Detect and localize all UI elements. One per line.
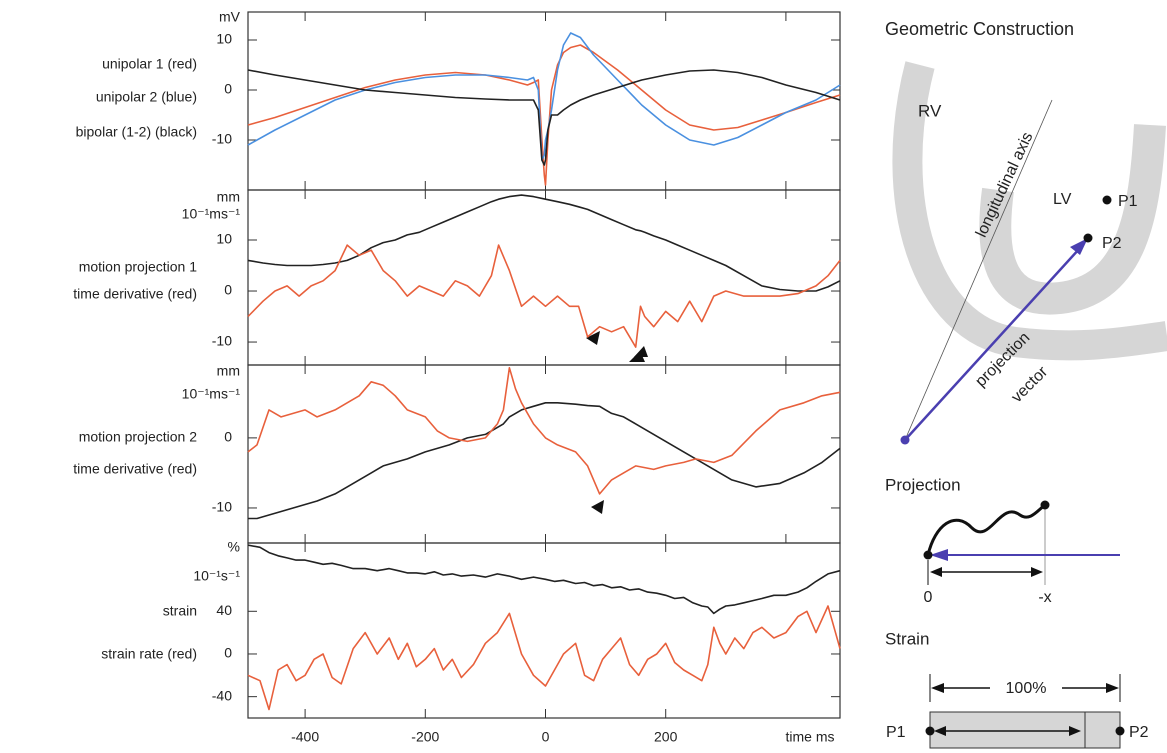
rv-label: RV xyxy=(918,101,942,120)
p1-dot xyxy=(925,726,935,736)
y-tick-label: 0 xyxy=(224,645,232,661)
y-tick-label: -10 xyxy=(212,333,232,349)
y-unit-rate: 10⁻¹ms⁻¹ xyxy=(182,206,241,222)
projection-vector xyxy=(904,247,1081,441)
geometric-diagram: Geometric Construction RV longitudinal a… xyxy=(885,19,1167,749)
series-line xyxy=(247,544,841,615)
series-name: time derivative (red) xyxy=(73,461,197,477)
annotation-arrow xyxy=(591,500,604,514)
series-line xyxy=(247,194,841,292)
arrow-head xyxy=(930,567,942,577)
series-line xyxy=(247,367,841,495)
series-line xyxy=(247,69,841,166)
series-name: unipolar 2 (blue) xyxy=(96,89,197,105)
arrow-head xyxy=(930,549,948,561)
y-unit: mV xyxy=(219,9,241,25)
series-name: time derivative (red) xyxy=(73,286,197,302)
series-name: unipolar 1 (red) xyxy=(102,56,197,72)
series-name: motion projection 2 xyxy=(79,429,198,445)
x-axis-label: time ms xyxy=(786,729,835,745)
y-tick-label: -10 xyxy=(212,499,232,515)
point-p1 xyxy=(1102,195,1112,205)
axis-line xyxy=(904,99,1053,441)
series-name: strain rate (red) xyxy=(101,646,197,662)
arrow-head xyxy=(931,683,944,693)
origin-dot xyxy=(900,435,910,445)
y-tick-label: -40 xyxy=(212,687,232,703)
start-dot xyxy=(923,550,933,560)
lv-label: LV xyxy=(1053,191,1072,208)
series-name: bipolar (1-2) (black) xyxy=(76,124,197,140)
x-tick-label: 200 xyxy=(654,729,678,745)
p2-dot xyxy=(1115,726,1125,736)
y-unit: mm xyxy=(217,363,240,379)
point-p2 xyxy=(1083,233,1093,243)
arrow-head xyxy=(1070,238,1088,255)
strain-title: Strain xyxy=(885,629,929,648)
vector-label: vector xyxy=(1008,363,1051,406)
y-tick-label: 0 xyxy=(224,429,232,445)
zero-label: 0 xyxy=(924,589,933,606)
x-tick-label: -400 xyxy=(291,729,319,745)
projection-title: Projection xyxy=(885,475,961,494)
full-label: 100% xyxy=(1006,680,1047,697)
p1-label: P1 xyxy=(886,724,906,741)
end-dot xyxy=(1040,500,1050,510)
arrow-head xyxy=(1106,683,1119,693)
x-tick-label: -200 xyxy=(411,729,439,745)
arrow-head xyxy=(1069,726,1081,736)
rv-wall xyxy=(892,61,1167,361)
p2-label: P2 xyxy=(1102,235,1122,252)
arrow-head xyxy=(1031,567,1043,577)
y-tick-label: -10 xyxy=(212,131,232,147)
x-label: -x xyxy=(1038,589,1051,606)
diagram-title: Geometric Construction xyxy=(885,19,1074,39)
y-unit: % xyxy=(228,539,240,555)
series-line xyxy=(248,402,841,520)
y-tick-label: 10 xyxy=(216,31,232,47)
y-tick-label: 40 xyxy=(216,602,232,618)
series-line xyxy=(247,244,841,348)
annotation-arrow xyxy=(634,346,648,357)
x-tick-label: 0 xyxy=(542,729,550,745)
y-tick-label: 10 xyxy=(216,231,232,247)
p2-label: P2 xyxy=(1129,724,1149,741)
path-curve xyxy=(926,503,1046,556)
strain-bar xyxy=(929,711,1121,749)
y-tick-label: 0 xyxy=(224,81,232,97)
series-name: motion projection 1 xyxy=(79,259,198,275)
panel-frame xyxy=(247,542,841,719)
series-name: strain xyxy=(163,603,197,619)
panel-frame xyxy=(247,189,841,366)
y-tick-label: 0 xyxy=(224,282,232,298)
lv-wall xyxy=(979,124,1166,315)
y-unit-rate: 10⁻¹s⁻¹ xyxy=(193,568,240,584)
y-unit-rate: 10⁻¹ms⁻¹ xyxy=(182,386,241,402)
p1-label: P1 xyxy=(1118,193,1138,210)
annotation-arrow xyxy=(586,331,600,345)
panel-frame xyxy=(247,364,841,544)
arrow-head xyxy=(934,726,946,736)
y-unit: mm xyxy=(217,189,240,205)
series-line xyxy=(247,605,841,711)
